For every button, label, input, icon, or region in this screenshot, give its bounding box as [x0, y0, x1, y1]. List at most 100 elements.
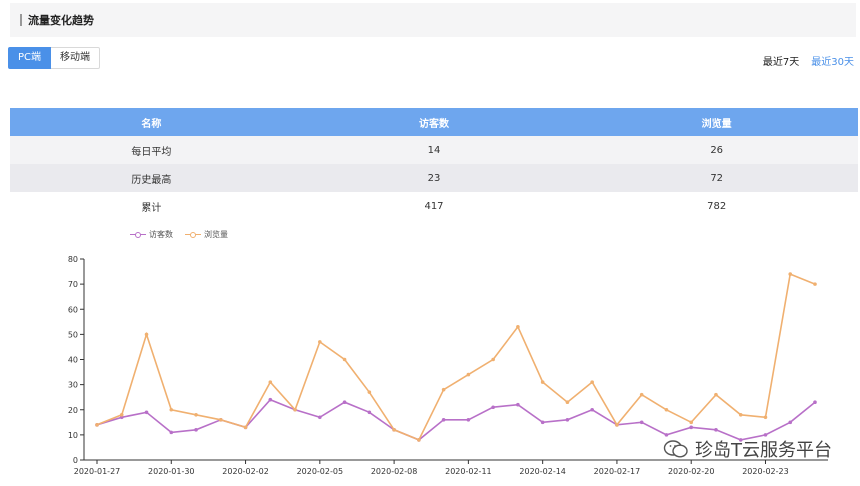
data-point-views [466, 372, 471, 377]
data-point-views [417, 438, 421, 442]
data-point-views [615, 423, 619, 427]
data-point-views [813, 282, 817, 286]
row-name: 累计 [141, 202, 162, 214]
data-point-visitors [788, 420, 793, 425]
series-line-views [96, 272, 816, 441]
data-point-visitors [367, 410, 372, 415]
tab-pc[interactable]: PC端 [8, 47, 52, 69]
data-point-views [367, 390, 372, 394]
data-point-visitors [540, 420, 545, 425]
data-point-views [218, 418, 223, 422]
x-tick-label: 2020-01-30 [148, 467, 195, 476]
range-last-7-days[interactable]: 最近7天 [762, 57, 800, 68]
data-point-views [293, 407, 297, 412]
data-point-views [491, 357, 495, 362]
x-tick-label: 2020-02-17 [594, 467, 641, 476]
y-tick-label: 0 [73, 456, 78, 465]
traffic-line-chart: 0 10 20 30 40 50 60 70 80 2020-01-27 2020-01-30 202… [68, 255, 828, 476]
row-views: 782 [707, 200, 727, 212]
data-point-views [95, 423, 99, 427]
row-name: 每日平均 [131, 146, 172, 158]
data-point-views [441, 387, 446, 392]
header-accent-bar [20, 14, 22, 26]
data-point-views [540, 380, 545, 384]
section-header: 流量变化趋势 [10, 3, 856, 37]
data-point-views [243, 425, 248, 430]
y-tick-label: 50 [68, 330, 78, 339]
date-range-selector: 最近7天 最近30天 [763, 53, 854, 68]
data-point-visitors [119, 415, 124, 420]
data-point-views [169, 407, 174, 412]
data-point-visitors [738, 438, 743, 442]
data-point-views [194, 412, 198, 417]
y-tick-label: 80 [68, 255, 78, 264]
y-tick-label: 10 [68, 431, 78, 440]
row-visitors: 417 [424, 200, 444, 212]
watermark: 珍岛T云服务平台 [663, 436, 832, 462]
data-point-visitors [813, 400, 817, 405]
data-point-views [565, 400, 570, 405]
data-point-visitors [516, 402, 520, 407]
y-tick-label: 30 [68, 381, 78, 390]
device-tabs: PC端 移动端 [8, 47, 101, 69]
data-point-visitors [763, 433, 768, 437]
data-point-views [144, 332, 149, 337]
data-point-visitors [590, 407, 594, 412]
data-point-views [268, 380, 273, 384]
data-point-visitors [144, 410, 149, 415]
legend-label-visitors: 访客数 [149, 230, 173, 239]
data-point-visitors [491, 405, 495, 410]
data-point-views [689, 420, 694, 425]
x-tick-label: 2020-02-20 [668, 467, 715, 476]
header-views: 浏览量 [701, 118, 732, 130]
row-views: 26 [710, 144, 724, 156]
watermark-text: 珍岛T云服务平台 [695, 440, 832, 461]
data-point-views [763, 415, 768, 420]
x-tick-label: 2020-02-14 [519, 467, 566, 476]
data-point-visitors [689, 425, 694, 430]
y-tick-label: 20 [68, 406, 78, 415]
y-tick-label: 40 [68, 356, 78, 365]
y-tick-label: 60 [68, 305, 78, 314]
data-point-views [738, 412, 743, 417]
legend-item-visitors[interactable]: 访客数 [130, 229, 173, 240]
row-name: 历史最高 [131, 174, 172, 186]
data-point-visitors [318, 415, 322, 420]
x-tick-label: 2020-02-23 [742, 467, 789, 476]
y-tick-label: 70 [68, 280, 78, 289]
data-point-views [590, 380, 594, 384]
row-views: 72 [710, 172, 724, 184]
header-name: 名称 [141, 118, 162, 130]
data-point-views [119, 412, 124, 417]
data-point-visitors [466, 418, 471, 422]
data-point-views [639, 392, 644, 397]
data-point-views [714, 392, 718, 397]
row-visitors: 23 [427, 172, 441, 184]
data-point-visitors [639, 420, 644, 425]
data-point-visitors [342, 400, 347, 405]
data-point-visitors [268, 397, 273, 402]
data-point-views [788, 272, 793, 276]
data-point-views [516, 325, 520, 329]
header-visitors: 访客数 [419, 118, 449, 130]
x-tick-label: 2020-02-05 [297, 467, 344, 476]
range-last-30-days[interactable]: 最近30天 [811, 57, 854, 68]
data-point-visitors [441, 418, 446, 422]
data-point-views [342, 357, 347, 362]
data-point-views [664, 407, 669, 412]
legend-item-views[interactable]: 浏览量 [185, 229, 228, 240]
row-visitors: 14 [427, 144, 441, 156]
stats-table: 名称 访客数 浏览量 每日平均 14 26 历史最高 23 72 累计 417 … [10, 108, 858, 220]
series-line-visitors [96, 398, 816, 441]
tab-mobile[interactable]: 移动端 [51, 47, 101, 69]
legend-label-views: 浏览量 [204, 230, 228, 239]
chart-legend: 访客数 浏览量 [130, 229, 228, 240]
x-tick-label: 2020-02-02 [222, 467, 269, 476]
table-row: 每日平均 14 26 [10, 136, 858, 164]
data-point-visitors [169, 430, 174, 435]
data-point-views [318, 340, 322, 344]
table-row: 累计 417 782 [10, 192, 858, 220]
data-point-views [392, 428, 396, 432]
table-header: 名称 访客数 浏览量 [10, 108, 858, 136]
data-point-visitors [664, 433, 669, 437]
